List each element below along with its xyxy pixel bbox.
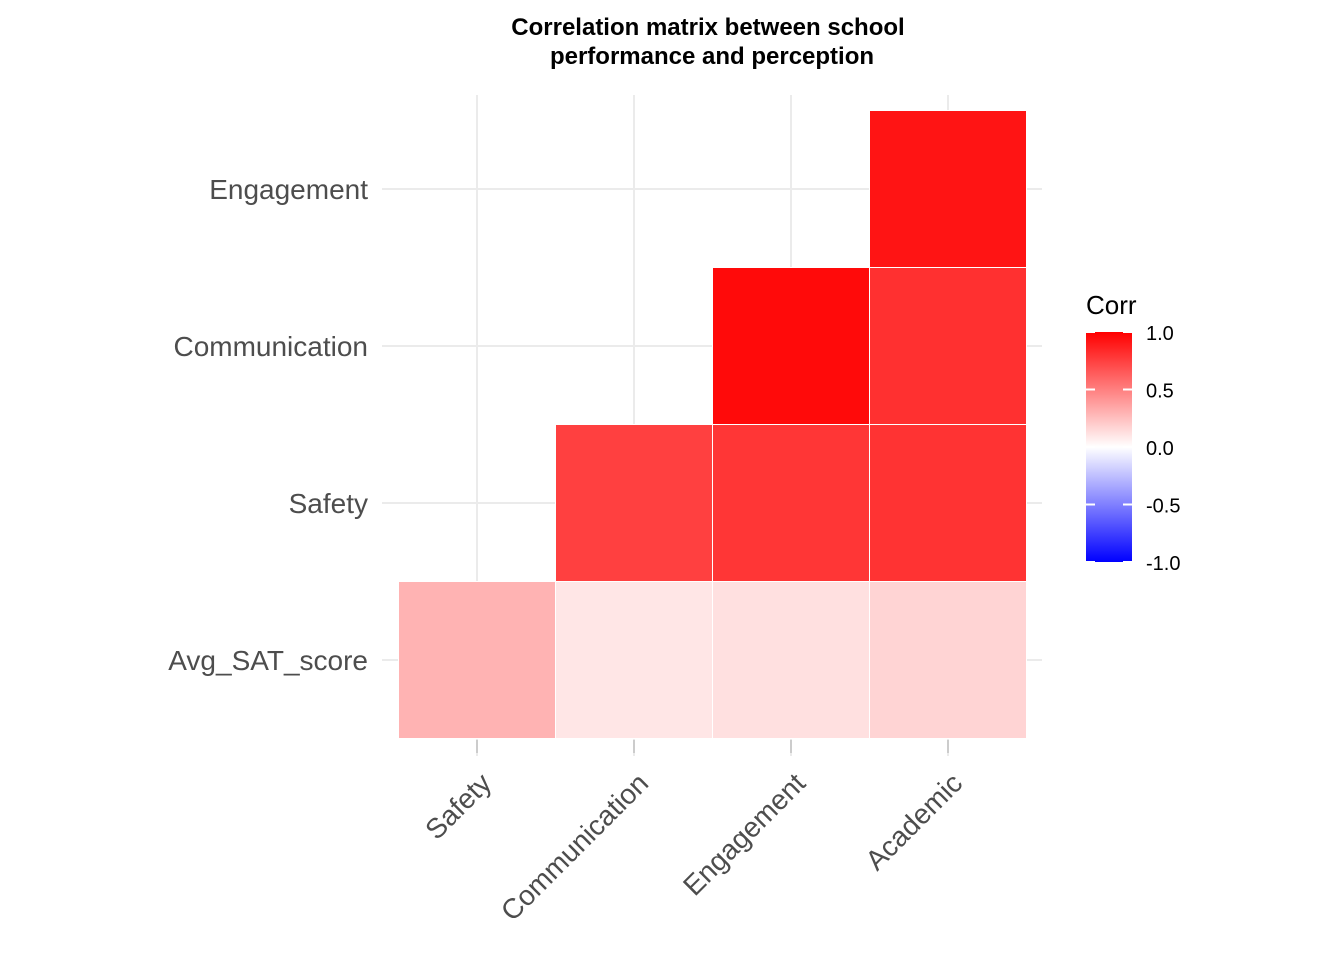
x-tick-label: Communication — [495, 767, 654, 926]
x-tick-label: Academic — [859, 767, 968, 876]
chart-title: Correlation matrix between school perfor… — [511, 14, 904, 70]
heatmap-cell-safety-avg-sat-score — [398, 581, 556, 739]
heatmap-cell-engagement-communication — [712, 267, 870, 425]
color-legend: Corr 1.0 0.5 0.0 -0.5 -1.0 — [1086, 290, 1180, 575]
chart-title-line-2: performance and perception — [550, 43, 874, 70]
legend-tick-label: -1.0 — [1146, 553, 1180, 575]
heatmap-cell-engagement-avg-sat-score — [712, 581, 870, 739]
y-tick-label: Safety — [289, 488, 368, 519]
y-tick-label: Avg_SAT_score — [168, 645, 368, 676]
heatmap-cell-communication-avg-sat-score — [555, 581, 713, 739]
heatmap-cells — [398, 110, 1027, 739]
legend-title: Corr — [1086, 290, 1137, 320]
legend-tick-label: 1.0 — [1146, 323, 1174, 345]
legend-tick-label: 0.5 — [1146, 381, 1174, 403]
heatmap-cell-academic-avg-sat-score — [869, 581, 1027, 739]
x-tick-label: Safety — [419, 767, 497, 845]
chart-title-line-1: Correlation matrix between school — [511, 14, 904, 41]
legend-tick-label: -0.5 — [1146, 496, 1180, 518]
heatmap-cell-academic-engagement — [869, 110, 1027, 268]
heatmap-cell-communication-safety — [555, 424, 713, 582]
x-tick-label: Engagement — [677, 767, 811, 901]
y-axis-ticks: Avg_SAT_score Safety Communication Engageme… — [168, 174, 368, 676]
legend-tick-label: 0.0 — [1146, 438, 1174, 460]
heatmap-cell-academic-communication — [869, 267, 1027, 425]
y-tick-label: Engagement — [209, 174, 368, 205]
y-tick-label: Communication — [173, 331, 368, 362]
heatmap-cell-engagement-safety — [712, 424, 870, 582]
heatmap-cell-academic-safety — [869, 424, 1027, 582]
